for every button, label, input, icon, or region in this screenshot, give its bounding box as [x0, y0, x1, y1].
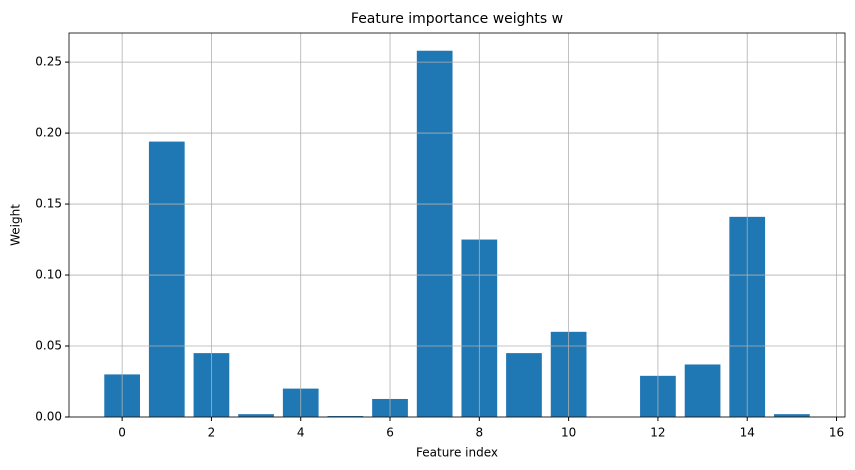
y-tick-label: 0.10	[35, 268, 62, 282]
y-tick-label: 0.05	[35, 339, 62, 353]
x-tick-label: 4	[297, 426, 305, 440]
bar	[148, 141, 185, 418]
x-tick-label: 16	[829, 426, 844, 440]
bar	[416, 50, 453, 418]
chart-title: Feature importance weights w	[351, 11, 563, 27]
bar	[238, 414, 274, 417]
bar	[684, 364, 721, 417]
y-tick-label: 0.15	[35, 197, 62, 211]
x-tick-label: 2	[208, 426, 216, 440]
x-tick-label: 10	[561, 426, 576, 440]
x-tick-label: 12	[650, 426, 665, 440]
y-tick-label: 0.00	[35, 410, 62, 424]
x-tick-label: 6	[386, 426, 394, 440]
bar	[327, 416, 364, 417]
bar	[774, 414, 810, 417]
y-axis-label: Weight	[9, 204, 23, 246]
x-axis-label: Feature index	[416, 446, 498, 460]
y-tick-label: 0.20	[35, 126, 62, 140]
plot-frame	[68, 32, 846, 418]
x-tick-label: 14	[740, 426, 755, 440]
x-tick-label: 8	[476, 426, 484, 440]
bar	[506, 353, 542, 417]
y-tick-label: 0.25	[35, 55, 62, 69]
x-tick-label: 0	[118, 426, 126, 440]
